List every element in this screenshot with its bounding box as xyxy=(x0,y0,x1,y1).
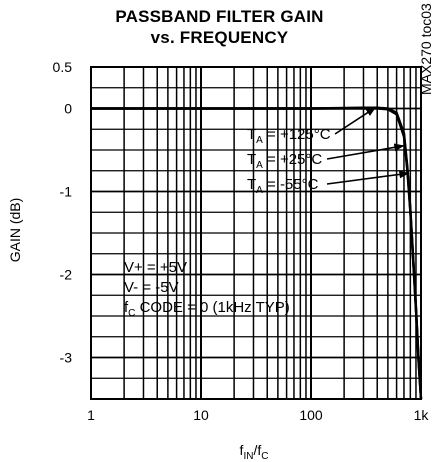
chart-title-line-1: PASSBAND FILTER GAIN xyxy=(115,7,324,26)
y-tick-label: 0.5 xyxy=(53,59,73,75)
temp-label-value: = +25°C xyxy=(263,151,323,168)
temp-label-prefix: T xyxy=(247,126,256,143)
condition-fc-code: fC CODE = 0 (1kHz TYP) xyxy=(124,299,290,319)
x-tick-label: 100 xyxy=(299,407,323,423)
series-lines xyxy=(91,106,423,400)
temp-arrow-2 xyxy=(326,170,410,185)
temp-label-prefix: T xyxy=(247,151,256,168)
test-conditions: V+ = +5V V- = -5V fC CODE = 0 (1kHz TYP) xyxy=(124,259,290,319)
temp-label-value: = -55°C xyxy=(263,176,319,193)
condition-fc-prefix: f xyxy=(124,299,129,316)
plot-frame xyxy=(90,66,422,400)
y-tick-label: -3 xyxy=(60,350,73,366)
condition-fc-value: CODE = 0 (1kHz TYP) xyxy=(135,299,289,316)
annotations: TA = +125°CTA = +25°CTA = -55°C xyxy=(247,107,410,196)
y-tick-label: -2 xyxy=(60,267,73,283)
condition-vplus: V+ = +5V xyxy=(124,259,187,276)
condition-vminus: V- = -5V xyxy=(124,279,179,296)
temp-label-prefix: T xyxy=(247,176,256,193)
x-axis-label-sub2: C xyxy=(261,451,268,462)
temp-label-sub: A xyxy=(256,160,263,171)
x-axis-label-sep: /f xyxy=(253,442,261,458)
temp-label-2: TA = -55°C xyxy=(247,176,319,196)
chart-title-line-2: vs. FREQUENCY xyxy=(150,28,289,47)
x-axis-label-main: f xyxy=(240,442,244,458)
tick-labels: 1 10 100 1k 0.5 0 -1 -2 -3 xyxy=(53,59,430,423)
series-line-2 xyxy=(91,107,423,400)
temp-label-value: = +125°C xyxy=(263,126,331,143)
y-tick-label: 0 xyxy=(64,101,72,117)
watermark-label: MAX270 toc03 xyxy=(418,3,434,95)
temp-label-sub: A xyxy=(256,135,263,146)
condition-fc-sub: C xyxy=(128,308,135,319)
x-tick-label: 1 xyxy=(87,407,95,423)
grid-lines xyxy=(91,67,421,399)
temp-arrow-1 xyxy=(326,143,405,160)
y-tick-label: -1 xyxy=(60,184,73,200)
x-tick-label: 1k xyxy=(414,407,430,423)
temp-label-sub: A xyxy=(256,185,263,196)
temp-label-0: TA = +125°C xyxy=(247,126,331,146)
x-axis-label: fIN/fC xyxy=(240,442,269,462)
x-axis-label-sub1: IN xyxy=(243,451,253,462)
temp-label-1: TA = +25°C xyxy=(247,151,322,171)
y-axis-label: GAIN (dB) xyxy=(7,198,23,263)
temp-arrow-0 xyxy=(334,107,377,135)
x-tick-label: 10 xyxy=(193,407,209,423)
